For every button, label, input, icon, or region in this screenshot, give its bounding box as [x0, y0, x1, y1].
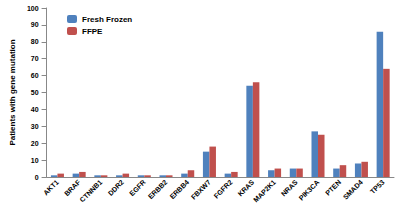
svg-text:ERBB2: ERBB2	[147, 178, 169, 200]
svg-text:60: 60	[31, 72, 39, 79]
svg-text:70: 70	[31, 55, 39, 62]
svg-text:CTNNB1: CTNNB1	[78, 178, 103, 203]
svg-text:90: 90	[31, 21, 39, 28]
svg-text:ERBB4: ERBB4	[168, 178, 190, 200]
svg-text:0: 0	[35, 174, 39, 181]
svg-text:Patients with gene mutation: Patients with gene mutation	[8, 39, 17, 145]
svg-text:AKT1: AKT1	[42, 178, 60, 196]
svg-text:10: 10	[31, 157, 39, 164]
svg-text:BRAF: BRAF	[63, 178, 82, 197]
svg-text:PTEN: PTEN	[324, 179, 342, 197]
svg-text:FFPE: FFPE	[82, 27, 103, 36]
svg-text:20: 20	[31, 140, 39, 147]
svg-text:30: 30	[31, 123, 39, 130]
svg-text:DDR2: DDR2	[107, 178, 125, 196]
svg-text:MAP2K1: MAP2K1	[252, 178, 277, 203]
svg-text:NRAS: NRAS	[280, 178, 299, 197]
svg-text:80: 80	[31, 38, 39, 45]
svg-text:40: 40	[31, 106, 39, 113]
svg-text:SMAD4: SMAD4	[342, 178, 364, 200]
svg-text:FBXW7: FBXW7	[190, 178, 212, 200]
svg-text:KRAS: KRAS	[236, 178, 255, 197]
svg-text:EGFR: EGFR	[128, 179, 147, 198]
svg-text:100: 100	[27, 5, 39, 12]
svg-text:PIK3CA: PIK3CA	[297, 179, 320, 202]
svg-text:FGFR2: FGFR2	[212, 178, 233, 199]
svg-text:TP53: TP53	[369, 178, 386, 195]
svg-text:Fresh Frozen: Fresh Frozen	[82, 15, 132, 24]
svg-text:50: 50	[31, 89, 39, 96]
